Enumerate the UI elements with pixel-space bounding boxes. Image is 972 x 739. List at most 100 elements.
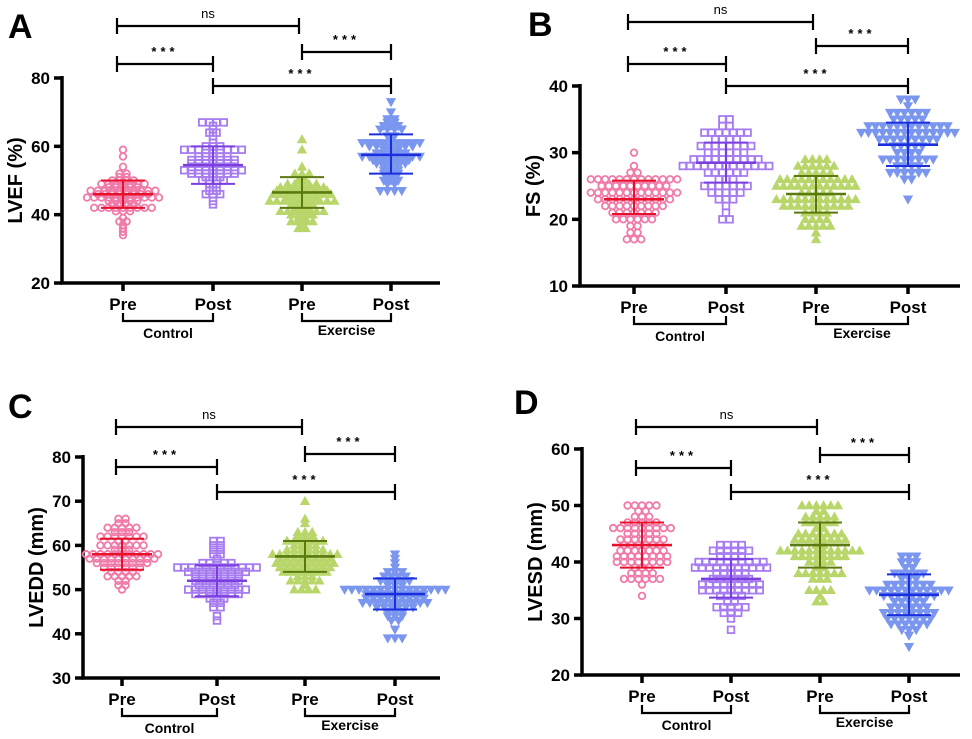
data-point: [665, 195, 675, 204]
y-tick-label: 70: [52, 492, 71, 511]
data-point: [626, 168, 635, 177]
data-point: [197, 118, 207, 127]
data-point: [139, 532, 148, 541]
data-point: [357, 599, 368, 609]
data-point: [640, 215, 649, 224]
data-point: [718, 115, 727, 124]
data-point: [86, 186, 95, 195]
significance-label: ns: [720, 407, 734, 422]
data-point: [893, 620, 904, 630]
data-point: [611, 215, 621, 224]
data-point: [318, 182, 329, 192]
data-point: [128, 567, 137, 577]
data-point: [814, 200, 825, 210]
data-point: [792, 160, 804, 170]
significance-bracket: [211, 78, 393, 94]
data-point: [629, 148, 639, 157]
data-point: [418, 585, 429, 595]
data-point: [121, 514, 130, 524]
data-point: [317, 553, 329, 563]
data-point: [917, 135, 928, 145]
data-point: [821, 160, 832, 170]
data-point: [227, 572, 236, 581]
data-point: [721, 195, 731, 204]
data-point: [825, 500, 836, 510]
data-point: [659, 535, 668, 544]
data-point: [903, 626, 915, 636]
data-point: [622, 201, 631, 211]
data-point: [637, 235, 646, 244]
data-point: [289, 544, 300, 554]
data-point: [651, 201, 660, 211]
significance-bracket: [115, 56, 215, 72]
data-point: [142, 558, 152, 568]
data-point: [386, 616, 397, 626]
data-point: [907, 563, 918, 573]
significance-label: ***: [292, 472, 319, 487]
data-point: [836, 200, 847, 210]
data-point: [209, 545, 218, 555]
data-point: [122, 169, 131, 178]
group-bracket: [303, 708, 397, 718]
x-tick-label: Pre: [108, 690, 135, 709]
data-point: [179, 166, 189, 175]
data-point: [666, 523, 675, 533]
data-point: [864, 586, 875, 596]
data-point: [832, 534, 844, 544]
data-point: [900, 563, 911, 573]
data-point: [822, 511, 833, 521]
data-point: [299, 575, 311, 585]
data-point: [925, 580, 936, 590]
x-tick-label: Post: [373, 295, 410, 314]
significance-bracket: [814, 38, 910, 54]
data-point: [307, 216, 318, 226]
data-point: [800, 214, 811, 224]
x-tick-label: Post: [713, 687, 750, 706]
data-point: [711, 168, 720, 177]
data-point: [920, 155, 932, 165]
data-point: [264, 195, 275, 205]
data-point: [385, 108, 397, 118]
data-point: [382, 634, 393, 644]
data-point: [658, 188, 667, 197]
data-point: [647, 181, 657, 191]
data-point: [325, 562, 336, 572]
data-point: [422, 599, 433, 609]
data-point: [899, 148, 910, 158]
series-control-pre: [82, 145, 164, 240]
data-point: [622, 188, 631, 197]
series-control-pre: [81, 514, 163, 594]
data-point: [850, 180, 861, 190]
data-point: [743, 181, 752, 191]
data-point: [209, 541, 218, 550]
data-point: [292, 575, 303, 585]
data-point: [339, 585, 350, 595]
data-point: [433, 585, 444, 595]
data-point: [828, 160, 840, 170]
data-point: [389, 550, 401, 560]
data-point: [133, 183, 142, 192]
data-point: [644, 201, 653, 211]
data-point: [281, 562, 293, 572]
y-tick-label: 60: [52, 536, 71, 555]
data-point: [800, 200, 811, 210]
data-point: [811, 534, 822, 544]
data-point: [840, 551, 851, 561]
data-point: [884, 108, 896, 118]
data-point: [878, 586, 889, 596]
x-tick-label: Pre: [802, 298, 829, 317]
data-point: [892, 148, 903, 158]
data-point: [393, 139, 404, 149]
data-point: [198, 572, 207, 581]
data-point: [840, 534, 851, 544]
data-point: [604, 181, 613, 191]
data-point: [659, 546, 668, 555]
data-point: [619, 181, 628, 191]
group-label: Exercise: [321, 717, 379, 733]
data-point: [832, 174, 843, 184]
data-point: [205, 572, 214, 581]
data-point: [803, 174, 814, 184]
significance-bracket: [729, 484, 911, 500]
data-point: [400, 599, 411, 609]
data-point: [807, 528, 818, 538]
